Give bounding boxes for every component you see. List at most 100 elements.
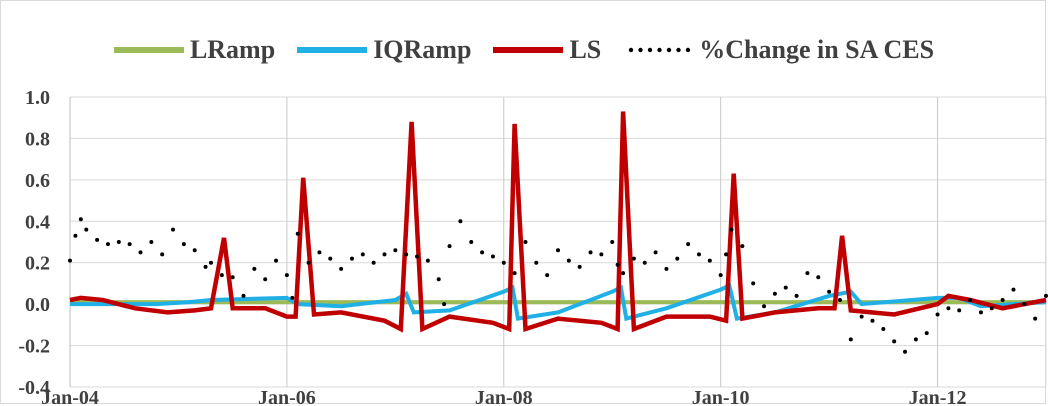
legend-dot [648,47,653,53]
legend-label: LS [569,35,602,64]
data-point [615,262,620,267]
x-tick-label: Jan-12 [909,387,967,406]
series-change-in-sa-ces [68,217,1048,354]
series-ls-line [69,111,1047,333]
legend-swatch [629,47,691,53]
data-point [610,240,615,244]
data-point [805,271,810,276]
data-point [827,289,832,294]
data-point [577,264,582,269]
legend-dot [657,47,662,53]
data-point [599,252,604,257]
data-point [740,244,745,249]
y-axis-ticks: 1.0 0.8 0.6 0.4 0.2 0.0 -0.2 -0.4 [18,87,50,399]
y-tick-label: -0.2 [18,336,50,358]
x-tick-label: Jan-06 [258,387,316,406]
data-point [772,291,777,296]
series-lines [68,111,1048,354]
data-point [816,275,821,280]
data-point [219,273,224,278]
data-point [68,258,72,263]
legend-dot [638,47,643,53]
data-point [138,250,143,255]
data-point [127,242,132,247]
legend-dot [667,47,672,53]
data-point [946,306,951,311]
data-point [436,277,441,282]
data-point [794,293,799,298]
x-tick-label: Jan-10 [692,387,750,406]
data-point [382,252,387,257]
data-point [241,293,246,298]
data-point [73,233,78,238]
data-point [263,277,268,282]
y-tick-label: 0.8 [25,128,50,150]
data-point [978,310,983,315]
y-tick-label: -0.4 [18,377,50,399]
data-point [349,256,354,261]
legend-dot [676,47,681,53]
data-point [534,260,539,265]
data-point [1044,293,1048,298]
legend-label: LRamp [189,35,276,64]
data-point [252,266,257,271]
data-point [751,281,756,286]
data-point [696,252,701,257]
data-point [442,302,447,307]
data-point [631,256,636,261]
data-point [480,250,485,255]
data-point [870,318,875,323]
data-point [707,258,712,263]
data-point [306,260,311,265]
y-tick-label: 1.0 [25,87,50,109]
data-point [274,258,279,263]
data-point [284,273,289,278]
data-point [360,252,365,257]
data-point [566,258,571,263]
data-point [149,240,154,244]
data-point [642,260,647,265]
data-point [171,227,176,232]
data-point [295,231,300,236]
data-point [203,264,208,269]
data-point [415,254,420,259]
data-point [458,219,463,224]
legend: LRamp IQRamp LS %Change in SA CES [0,30,1048,70]
data-point [404,252,409,257]
data-point [762,304,767,309]
gridlines [69,96,1047,388]
data-point [989,306,994,311]
data-point [469,240,474,244]
legend-label: %Change in SA CES [699,35,935,64]
data-point [924,331,929,336]
legend-label: IQRamp [373,35,472,64]
data-point [881,327,886,331]
data-point [230,275,235,280]
legend-swatch [113,47,184,53]
data-point [556,248,560,253]
data-point [181,242,186,247]
legend-dot [629,47,634,53]
legend-swatch [493,47,564,53]
y-tick-label: 0.0 [25,294,50,316]
data-point [95,237,100,242]
data-point [588,250,593,255]
data-point [425,258,430,263]
data-point [859,314,864,319]
x-tick-label: Jan-08 [475,387,533,406]
data-point [724,252,729,257]
data-point [545,273,550,278]
data-point [783,285,788,290]
data-point [968,298,973,302]
legend-dot [686,47,691,53]
data-point [848,337,853,342]
data-point [1022,302,1027,307]
data-point [208,260,213,265]
data-point [903,349,908,354]
data-point [664,266,669,271]
data-point [675,256,680,261]
data-point [837,298,842,302]
data-point [1011,287,1016,292]
data-point [512,271,517,276]
